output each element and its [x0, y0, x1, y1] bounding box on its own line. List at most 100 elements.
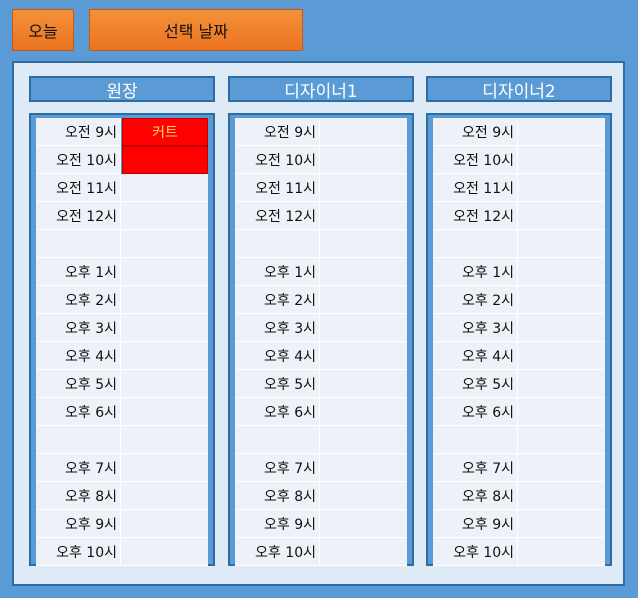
column-header: 원장 — [29, 76, 215, 102]
appointment-slot[interactable] — [518, 118, 605, 146]
time-label: 오전 12시 — [36, 202, 121, 230]
appointment-slot[interactable] — [518, 426, 605, 454]
schedule-row: 오후 2시 — [36, 286, 208, 314]
appointment-slot[interactable] — [320, 426, 407, 454]
schedule-row: 오후 4시 — [433, 342, 605, 370]
schedule-row: 오전 12시 — [235, 202, 407, 230]
schedule-row: 오전 11시 — [235, 174, 407, 202]
appointment-slot[interactable] — [320, 454, 407, 482]
time-label: 오후 1시 — [235, 258, 320, 286]
schedule-row: 오후 1시 — [433, 258, 605, 286]
schedule-row: 오후 10시 — [36, 538, 208, 566]
appointment-slot[interactable] — [320, 538, 407, 566]
schedule-row: 오후 9시 — [433, 510, 605, 538]
appointment-slot[interactable] — [518, 146, 605, 174]
appointment-slot[interactable] — [518, 482, 605, 510]
appointment-slot[interactable] — [121, 510, 208, 538]
time-label: 오후 2시 — [433, 286, 518, 314]
schedule-row: 오전 10시 — [36, 146, 208, 174]
time-label — [433, 230, 518, 258]
time-label: 오전 9시 — [235, 118, 320, 146]
appointment-slot[interactable] — [121, 286, 208, 314]
appointment-slot[interactable] — [320, 258, 407, 286]
schedule-panel: 원장 오전 9시 커트 오전 10시 오전 11시 오전 12시 오후 1시 오후 2시 오후… — [12, 61, 625, 586]
appointment-slot[interactable] — [518, 286, 605, 314]
appointment-slot[interactable] — [320, 510, 407, 538]
schedule-row: 오후 3시 — [36, 314, 208, 342]
appointment-slot[interactable] — [121, 426, 208, 454]
schedule-row: 오전 10시 — [235, 146, 407, 174]
appointment-slot[interactable] — [518, 510, 605, 538]
time-label — [433, 426, 518, 454]
time-label: 오후 3시 — [36, 314, 121, 342]
time-label: 오전 9시 — [433, 118, 518, 146]
appointment-slot[interactable] — [121, 314, 208, 342]
appointment-slot[interactable] — [320, 398, 407, 426]
appointment-slot[interactable] — [121, 538, 208, 566]
schedule-row: 오후 1시 — [36, 258, 208, 286]
time-label: 오후 10시 — [433, 538, 518, 566]
appointment-slot[interactable] — [320, 230, 407, 258]
appointment-slot[interactable] — [320, 370, 407, 398]
appointment-slot[interactable] — [320, 146, 407, 174]
appointment-slot[interactable] — [518, 314, 605, 342]
appointment-slot[interactable] — [320, 482, 407, 510]
appointment-slot[interactable] — [320, 342, 407, 370]
appointment-slot[interactable] — [518, 538, 605, 566]
schedule-row: 오후 5시 — [235, 370, 407, 398]
today-button[interactable]: 오늘 — [12, 9, 74, 51]
time-label: 오전 11시 — [433, 174, 518, 202]
schedule-row: 오전 11시 — [36, 174, 208, 202]
time-label — [36, 426, 121, 454]
appointment-slot[interactable] — [320, 202, 407, 230]
column-header: 디자이너1 — [228, 76, 414, 102]
time-label: 오후 1시 — [433, 258, 518, 286]
time-label: 오후 4시 — [433, 342, 518, 370]
appointment-slot[interactable] — [121, 174, 208, 202]
schedule-row: 오후 6시 — [235, 398, 407, 426]
appointment-slot[interactable] — [121, 230, 208, 258]
schedule-row: 오전 11시 — [433, 174, 605, 202]
schedule-row: 오후 10시 — [433, 538, 605, 566]
time-label: 오후 8시 — [433, 482, 518, 510]
appointment-slot[interactable] — [518, 370, 605, 398]
appointment-slot[interactable] — [121, 398, 208, 426]
column-designer1: 디자이너1 오전 9시 오전 10시 오전 11시 오전 12시 오후 1시 오후 2시 오… — [228, 76, 414, 566]
appointment-slot[interactable] — [320, 286, 407, 314]
time-label: 오후 9시 — [235, 510, 320, 538]
appointment-slot[interactable] — [518, 342, 605, 370]
appointment-slot[interactable] — [121, 454, 208, 482]
time-label: 오후 7시 — [433, 454, 518, 482]
time-label: 오후 10시 — [235, 538, 320, 566]
appointment-slot[interactable] — [320, 118, 407, 146]
schedule-grid: 오전 9시 커트 오전 10시 오전 11시 오전 12시 오후 1시 오후 2시 오후 3시… — [29, 113, 215, 566]
appointment-slot[interactable] — [518, 230, 605, 258]
booked-appointment[interactable] — [122, 146, 208, 174]
time-label: 오전 10시 — [433, 146, 518, 174]
appointment-slot[interactable] — [121, 258, 208, 286]
time-label: 오후 6시 — [36, 398, 121, 426]
time-label: 오후 7시 — [235, 454, 320, 482]
time-label: 오후 8시 — [235, 482, 320, 510]
schedule-row: 오후 5시 — [36, 370, 208, 398]
appointment-slot[interactable] — [518, 398, 605, 426]
time-label: 오전 11시 — [36, 174, 121, 202]
appointment-slot[interactable] — [121, 202, 208, 230]
appointment-slot[interactable] — [518, 454, 605, 482]
select-date-button[interactable]: 선택 날짜 — [89, 9, 303, 51]
appointment-slot[interactable] — [121, 342, 208, 370]
schedule-row: 오전 12시 — [36, 202, 208, 230]
appointment-slot[interactable] — [518, 202, 605, 230]
time-label: 오후 8시 — [36, 482, 121, 510]
appointment-slot[interactable] — [518, 258, 605, 286]
appointment-slot[interactable] — [320, 174, 407, 202]
appointment-slot[interactable] — [121, 482, 208, 510]
appointment-slot[interactable] — [518, 174, 605, 202]
appointment-slot[interactable] — [121, 370, 208, 398]
schedule-row: 오후 4시 — [235, 342, 407, 370]
schedule-row: 오후 4시 — [36, 342, 208, 370]
time-label: 오후 6시 — [235, 398, 320, 426]
column-designer2: 디자이너2 오전 9시 오전 10시 오전 11시 오전 12시 오후 1시 오후 2시 오… — [426, 76, 612, 566]
booked-appointment[interactable]: 커트 — [122, 118, 208, 146]
appointment-slot[interactable] — [320, 314, 407, 342]
